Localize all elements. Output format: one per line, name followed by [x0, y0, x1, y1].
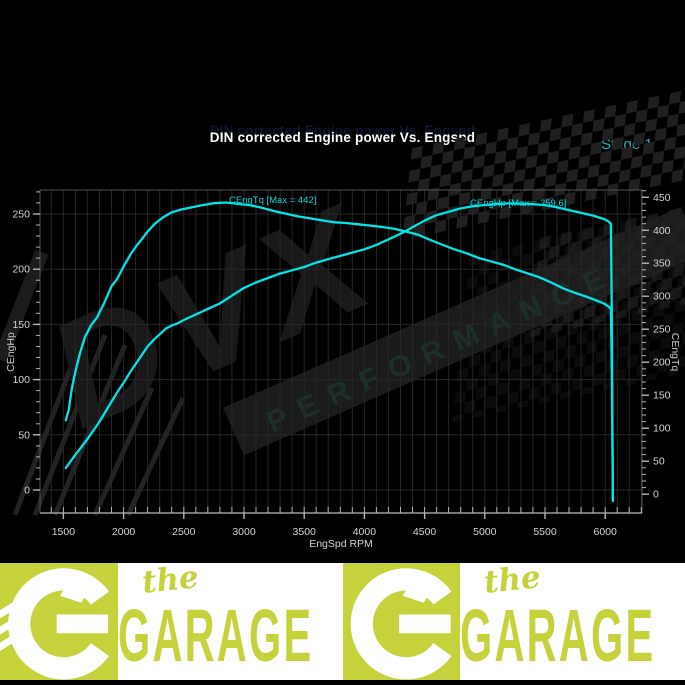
garage-g-wrench-icon [350, 568, 452, 680]
garage-logo-tile-1 [0, 563, 118, 680]
x-axis-title: EngSpd RPM [309, 538, 373, 550]
y-right-axis-title: CEngTq [669, 333, 681, 372]
svg-text:4000: 4000 [353, 526, 377, 538]
garage-g-wrench-icon [0, 568, 109, 680]
svg-text:350: 350 [653, 258, 671, 270]
svg-text:3000: 3000 [232, 526, 256, 538]
svg-text:2500: 2500 [172, 526, 196, 538]
svg-text:50: 50 [18, 429, 30, 441]
cenghp-curve [64, 202, 615, 503]
garage-banner: the GARAGE the GARAGE [0, 563, 685, 680]
svg-text:5000: 5000 [473, 526, 497, 538]
svg-text:3500: 3500 [293, 526, 317, 538]
chart-title: DIN corrected Engine power Vs. Engspd [209, 130, 476, 145]
dvx-watermark: DVX [25, 172, 397, 459]
torque-max-label: CEngTq [Max = 442] [229, 195, 316, 206]
garage-wordmark-2: the GARAGE [460, 563, 685, 680]
y-left-axis-title: CEngHp [5, 332, 17, 372]
svg-text:150: 150 [653, 390, 671, 402]
svg-text:450: 450 [653, 192, 671, 204]
svg-text:250: 250 [12, 209, 30, 221]
svg-text:100: 100 [12, 374, 30, 386]
svg-text:200: 200 [12, 264, 30, 276]
svg-text:100: 100 [653, 423, 671, 435]
grid [40, 190, 642, 513]
svg-text:2000: 2000 [112, 526, 136, 538]
svg-text:250: 250 [653, 324, 671, 336]
svg-text:400: 400 [653, 225, 671, 237]
axis-tick-labels: 1500 2000 2500 3000 3500 4000 4500 5000 5500 6000… [12, 192, 670, 538]
svg-text:5500: 5500 [533, 526, 557, 538]
axis-ticks [33, 190, 649, 519]
cengtq-curve [64, 201, 615, 501]
garage-wordmark-1: the GARAGE [118, 563, 343, 680]
garage-text-1: GARAGE [118, 594, 314, 677]
svg-text:50: 50 [653, 456, 665, 468]
svg-text:0: 0 [653, 489, 659, 501]
garage-text-2: GARAGE [460, 594, 656, 677]
svg-text:4500: 4500 [413, 526, 437, 538]
svg-text:6000: 6000 [594, 526, 618, 538]
svg-text:300: 300 [653, 291, 671, 303]
garage-logo-tile-2 [343, 563, 460, 680]
svg-text:0: 0 [24, 485, 30, 497]
svg-text:1500: 1500 [52, 526, 76, 538]
bottom-black-strip [0, 680, 685, 685]
svg-text:150: 150 [12, 319, 30, 331]
svg-text:200: 200 [653, 357, 671, 369]
power-max-label: CEngHp [Max = 259.6] [470, 198, 566, 209]
